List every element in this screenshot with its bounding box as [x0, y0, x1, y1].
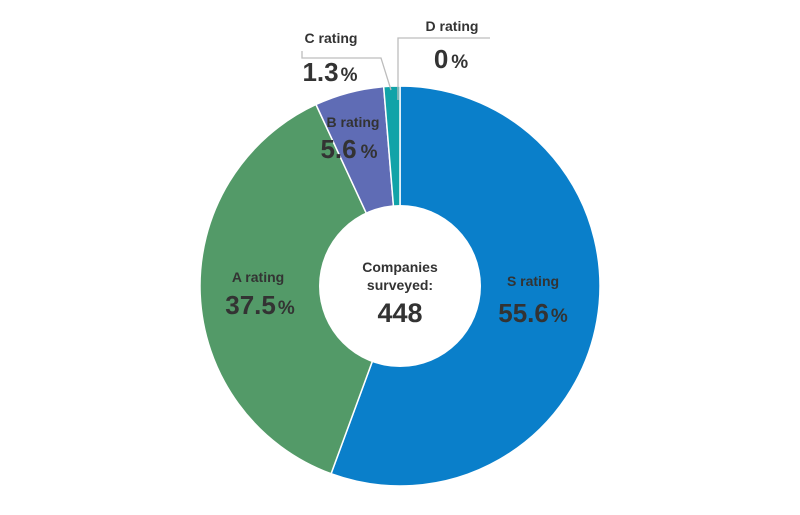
slice-name-s-rating: S rating [507, 273, 559, 289]
slice-value-a-rating: 37.5% [225, 290, 295, 320]
slice-value-d-rating: 0% [434, 44, 468, 74]
slice-unit-b-rating: % [361, 142, 378, 163]
slice-unit-a-rating: % [278, 298, 295, 319]
slice-number-a-rating: 37.5 [225, 290, 276, 320]
slice-value-b-rating: 5.6% [320, 134, 377, 164]
slice-label-c-rating: C rating 1.3% [302, 30, 357, 87]
leader-line-d-rating [397, 37, 490, 100]
slice-number-s-rating: 55.6 [498, 298, 549, 328]
center-label-line2: surveyed: [367, 277, 433, 293]
slice-unit-c-rating: % [341, 65, 358, 86]
slice-label-d-rating: D rating 0% [426, 18, 479, 74]
slice-number-d-rating: 0 [434, 44, 448, 74]
slice-label-b-rating: B rating 5.6% [320, 114, 379, 164]
slice-label-a-rating: A rating 37.5% [225, 269, 295, 320]
slice-unit-d-rating: % [451, 52, 468, 73]
slice-a-rating [199, 103, 401, 475]
slice-value-c-rating: 1.3% [302, 57, 357, 87]
center-label: Companies surveyed: 448 [362, 259, 438, 328]
slice-unit-s-rating: % [551, 306, 568, 327]
leader-line-c-rating [301, 51, 392, 91]
center-label-line1: Companies [362, 259, 438, 275]
slice-value-s-rating: 55.6% [498, 298, 568, 328]
slice-number-b-rating: 5.6 [320, 134, 356, 164]
leader-lines [301, 37, 490, 100]
slice-number-c-rating: 1.3 [302, 57, 338, 87]
donut-center-hole [319, 205, 481, 367]
companies-surveyed-count: 448 [377, 298, 422, 328]
slice-name-b-rating: B rating [327, 114, 380, 130]
slice-name-a-rating: A rating [232, 269, 284, 285]
slice-name-d-rating: D rating [426, 18, 479, 34]
slice-name-c-rating: C rating [305, 30, 358, 46]
slice-label-s-rating: S rating 55.6% [498, 273, 568, 328]
